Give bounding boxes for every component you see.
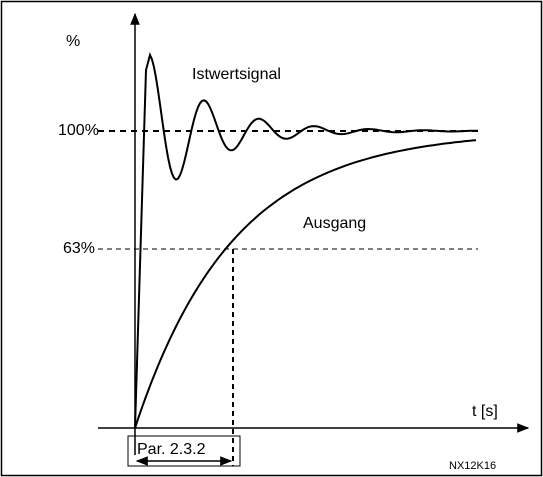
parameter-box xyxy=(127,435,241,467)
figure-id: NX12K16 xyxy=(449,460,496,472)
parameter-label: Par. 2.3.2 xyxy=(137,441,206,458)
y-axis-label: % xyxy=(66,33,80,50)
curve-label: Istwertsignal xyxy=(192,66,281,83)
curve-label: Ausgang xyxy=(303,215,366,232)
actual-signal-curve xyxy=(134,52,478,429)
level-label: 100% xyxy=(58,122,99,139)
output-curve xyxy=(134,139,477,429)
x-axis-label: t [s] xyxy=(472,403,498,420)
level-label: 63% xyxy=(63,240,95,257)
